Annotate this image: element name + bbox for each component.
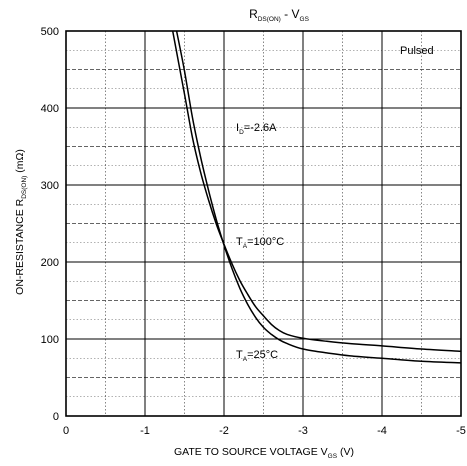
series-line-t25: [175, 30, 462, 364]
pulsed-label: Pulsed: [400, 45, 434, 57]
x-tick-label: -5: [456, 425, 466, 437]
x-tick-label: 0: [63, 425, 69, 437]
series-label-25c: TA=25°C: [236, 349, 278, 363]
x-tick-label: -3: [298, 425, 308, 437]
chart-title: RDS(ON) - VGS: [249, 7, 310, 23]
y-tick-label: 400: [41, 103, 59, 115]
y-tick-label: 500: [41, 26, 59, 38]
plot-frame: [65, 30, 462, 417]
minor-grid: [66, 31, 461, 416]
x-tick-label: -1: [140, 425, 150, 437]
y-tick-label: 0: [53, 411, 59, 423]
x-tick-label: -2: [219, 425, 229, 437]
x-tick-labels: 0 -1 -2 -3 -4 -5: [63, 425, 466, 437]
drain-current-label: ID=-2.6A: [236, 122, 277, 136]
x-tick-label: -4: [377, 425, 387, 437]
y-axis-label: ON-RESISTANCE RDS(ON) (mΩ): [14, 149, 28, 295]
curves: [171, 30, 462, 364]
y-tick-labels: 0 100 200 300 400 500: [41, 26, 59, 423]
y-tick-label: 100: [41, 334, 59, 346]
y-tick-label: 300: [41, 180, 59, 192]
series-label-100c: TA=100°C: [236, 236, 284, 250]
series-line-t100: [171, 30, 462, 353]
y-tick-label: 200: [41, 257, 59, 269]
x-axis-label: GATE TO SOURCE VOLTAGE VGS (V): [174, 446, 354, 460]
